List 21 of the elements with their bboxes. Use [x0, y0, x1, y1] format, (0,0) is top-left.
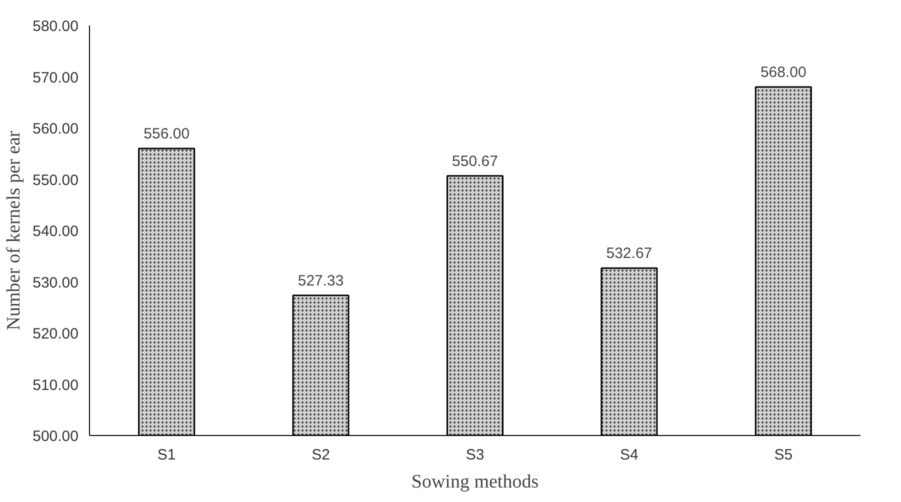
data-label: 532.67: [606, 245, 652, 262]
x-tick-label: S2: [312, 446, 330, 464]
data-label: 556.00: [144, 126, 190, 142]
y-tick-label: 500.00: [32, 428, 79, 445]
x-tick-label: S5: [774, 446, 793, 464]
x-tick-label: S1: [157, 446, 176, 464]
data-label: 527.33: [298, 272, 344, 290]
y-tick-label: 540.00: [32, 223, 79, 240]
y-tick-label: 570.00: [32, 69, 79, 86]
y-tick-label: 560.00: [32, 120, 79, 138]
y-tick-label: 550.00: [32, 172, 79, 189]
data-label: 568.00: [760, 64, 806, 81]
y-tick-label: 520.00: [32, 326, 79, 342]
y-tick-label: 510.00: [32, 376, 79, 394]
data-label: 550.67: [452, 152, 498, 170]
y-axis-title: Number of kernels per ear: [4, 130, 25, 330]
y-tick-label: 580.00: [32, 18, 79, 35]
x-tick-label: S3: [466, 446, 484, 464]
y-tick-label: 530.00: [32, 274, 79, 292]
x-axis-title: Sowing methods: [411, 472, 539, 492]
x-tick-label: S4: [620, 446, 638, 464]
